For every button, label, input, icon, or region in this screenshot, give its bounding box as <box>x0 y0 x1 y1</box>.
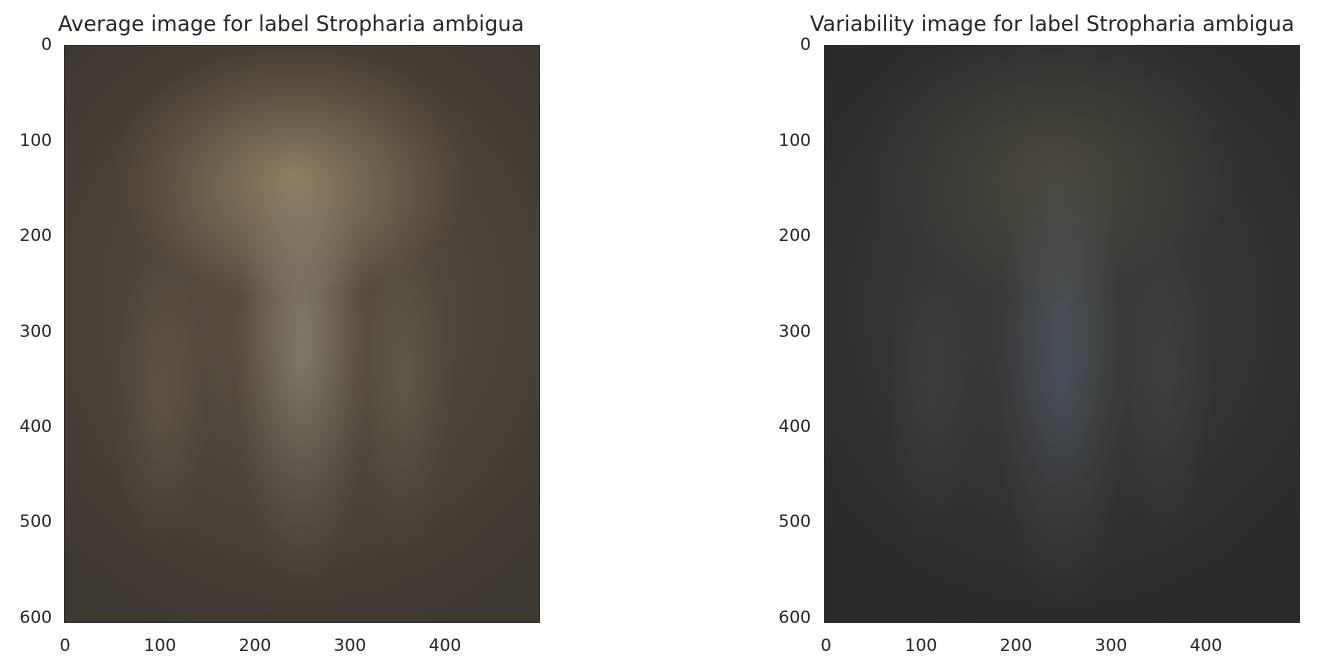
variability-y-tick: 600 <box>778 608 811 628</box>
variability-y-tick: 400 <box>778 417 811 437</box>
average-y-tick: 100 <box>19 131 52 151</box>
variability-x-tick: 200 <box>999 636 1033 656</box>
average-y-tick: 300 <box>19 322 52 342</box>
average-y-tick: 600 <box>19 608 52 628</box>
average-image-title: Average image for label Stropharia ambig… <box>58 12 525 36</box>
average-x-tick: 100 <box>143 636 177 656</box>
variability-y-tick: 300 <box>778 322 811 342</box>
average-x-tick: 400 <box>428 636 462 656</box>
average-y-tick: 500 <box>19 512 52 532</box>
variability-x-tick: 0 <box>820 636 832 656</box>
variability-y-tick: 500 <box>778 512 811 532</box>
average-image <box>64 45 540 623</box>
variability-y-tick: 0 <box>800 35 811 55</box>
variability-image-title: Variability image for label Stropharia a… <box>810 12 1295 36</box>
average-x-tick: 300 <box>333 636 367 656</box>
average-y-tick: 200 <box>19 226 52 246</box>
average-x-tick: 200 <box>238 636 272 656</box>
variability-image <box>824 45 1300 623</box>
variability-x-tick: 300 <box>1094 636 1128 656</box>
variability-y-tick: 200 <box>778 226 811 246</box>
average-y-tick: 400 <box>19 417 52 437</box>
average-x-tick: 0 <box>59 636 71 656</box>
variability-x-tick: 100 <box>904 636 938 656</box>
variability-x-tick: 400 <box>1189 636 1223 656</box>
average-y-tick: 0 <box>41 35 52 55</box>
variability-y-tick: 100 <box>778 131 811 151</box>
